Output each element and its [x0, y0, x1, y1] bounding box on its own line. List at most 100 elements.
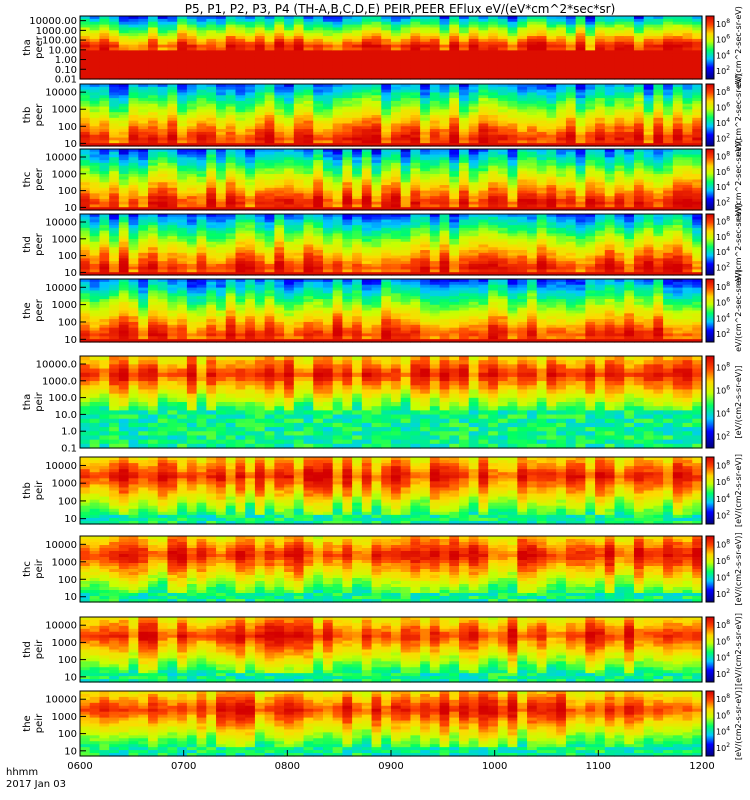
spectrogram-cell [322, 201, 334, 206]
spectrogram-cell [643, 61, 655, 66]
spectrogram-cell [391, 33, 402, 37]
spectrogram-cell [118, 252, 130, 257]
spectrogram-cell [157, 89, 169, 94]
spectrogram-cell [488, 100, 499, 105]
spectrogram-cell [264, 266, 275, 271]
spectrogram-cell [507, 149, 518, 153]
spectrogram-cell [585, 190, 596, 194]
spectrogram-cell [400, 117, 412, 122]
spectrogram-cell [352, 129, 363, 133]
spectrogram-cell [206, 196, 217, 200]
spectrogram-cell [80, 252, 91, 257]
spectrogram-cell [391, 24, 402, 29]
spectrogram-cell [274, 95, 285, 99]
spectrogram-cell [264, 44, 275, 49]
spectrogram-cell [400, 106, 412, 110]
spectrogram-cell [488, 140, 499, 144]
spectrogram-cell [575, 193, 586, 197]
spectrogram-cell [672, 61, 684, 66]
spectrogram-cell [468, 109, 480, 113]
spectrogram-cell [536, 16, 548, 20]
spectrogram-cell [235, 219, 246, 223]
spectrogram-cell [186, 84, 198, 88]
spectrogram-cell [352, 38, 363, 43]
spectrogram-cell [429, 179, 441, 183]
spectrogram-cell [216, 151, 227, 156]
spectrogram-cell [109, 162, 120, 167]
spectrogram-cell [245, 233, 256, 237]
spectrogram-cell [264, 126, 275, 130]
spectrogram-cell [565, 103, 577, 108]
spectrogram-cell [109, 103, 120, 108]
spectrogram-cell [225, 190, 237, 194]
spectrogram-cell [391, 112, 402, 116]
spectrogram-cell [624, 176, 635, 181]
spectrogram-cell [274, 244, 285, 248]
spectrogram-cell [585, 76, 596, 80]
spectrogram-cell [624, 151, 635, 156]
spectrogram-cell [80, 171, 91, 175]
spectrogram-cell [196, 154, 207, 158]
spectrogram-cell [536, 126, 548, 130]
spectrogram-cell [264, 18, 275, 23]
spectrogram-cell [682, 21, 693, 26]
spectrogram-cell [284, 115, 295, 119]
spectrogram-cell [497, 86, 509, 91]
spectrogram-cell [439, 61, 450, 66]
spectrogram-cell [206, 21, 217, 26]
spectrogram-cell [254, 244, 266, 248]
spectrogram-cell [109, 187, 120, 192]
spectrogram-cell [400, 47, 412, 51]
spectrogram-cell [439, 64, 450, 69]
spectrogram-cell [449, 168, 460, 172]
spectrogram-cell [332, 204, 344, 208]
spectrogram-cell [157, 219, 169, 223]
spectrogram-cell [80, 24, 91, 29]
spectrogram-cell [216, 50, 227, 54]
spectrogram-cell [322, 117, 334, 122]
spectrogram-cell [429, 58, 441, 63]
spectrogram-cell [653, 84, 664, 88]
spectrogram-cell [128, 266, 139, 271]
spectrogram-cell [527, 67, 538, 72]
spectrogram-cell [488, 27, 499, 31]
spectrogram-cell [371, 89, 382, 94]
spectrogram-cell [245, 227, 256, 232]
spectrogram-cell [235, 41, 246, 46]
spectrogram-cell [118, 50, 130, 54]
spectrogram-cell [420, 50, 431, 54]
spectrogram-cell [332, 137, 344, 141]
spectrogram-cell [429, 44, 441, 49]
spectrogram-cell [80, 222, 91, 226]
spectrogram-cell [118, 58, 130, 63]
spectrogram-cell [361, 73, 373, 77]
spectrogram-cell [342, 109, 353, 113]
spectrogram-cell [196, 24, 207, 29]
spectrogram-cell [138, 219, 149, 223]
spectrogram-cell [342, 126, 353, 130]
spectrogram-cell [459, 53, 470, 57]
spectrogram-cell [614, 131, 625, 136]
spectrogram-cell [614, 126, 625, 130]
spectrogram-cell [497, 173, 509, 178]
spectrogram-cell [459, 109, 470, 113]
spectrogram-cell [449, 58, 460, 63]
colorbar-tick-label: 108 [716, 151, 730, 162]
spectrogram-cell [118, 24, 130, 29]
spectrogram-cell [313, 89, 324, 94]
spectrogram-cell [245, 168, 256, 172]
spectrogram-cell [595, 27, 606, 31]
spectrogram-cell [196, 230, 207, 235]
spectrogram-cell [128, 236, 139, 240]
spectrogram-cell [293, 227, 305, 232]
spectrogram-cell [371, 165, 382, 170]
spectrogram-cell [517, 162, 528, 167]
spectrogram-cell [624, 179, 635, 183]
spectrogram-cell [556, 67, 567, 72]
spectrogram-cell [565, 196, 577, 200]
spectrogram-cell [672, 193, 684, 197]
spectrogram-cell [391, 47, 402, 51]
spectrogram-cell [643, 162, 655, 167]
spectrogram-cell [663, 134, 674, 139]
spectrogram-cell [682, 112, 693, 116]
